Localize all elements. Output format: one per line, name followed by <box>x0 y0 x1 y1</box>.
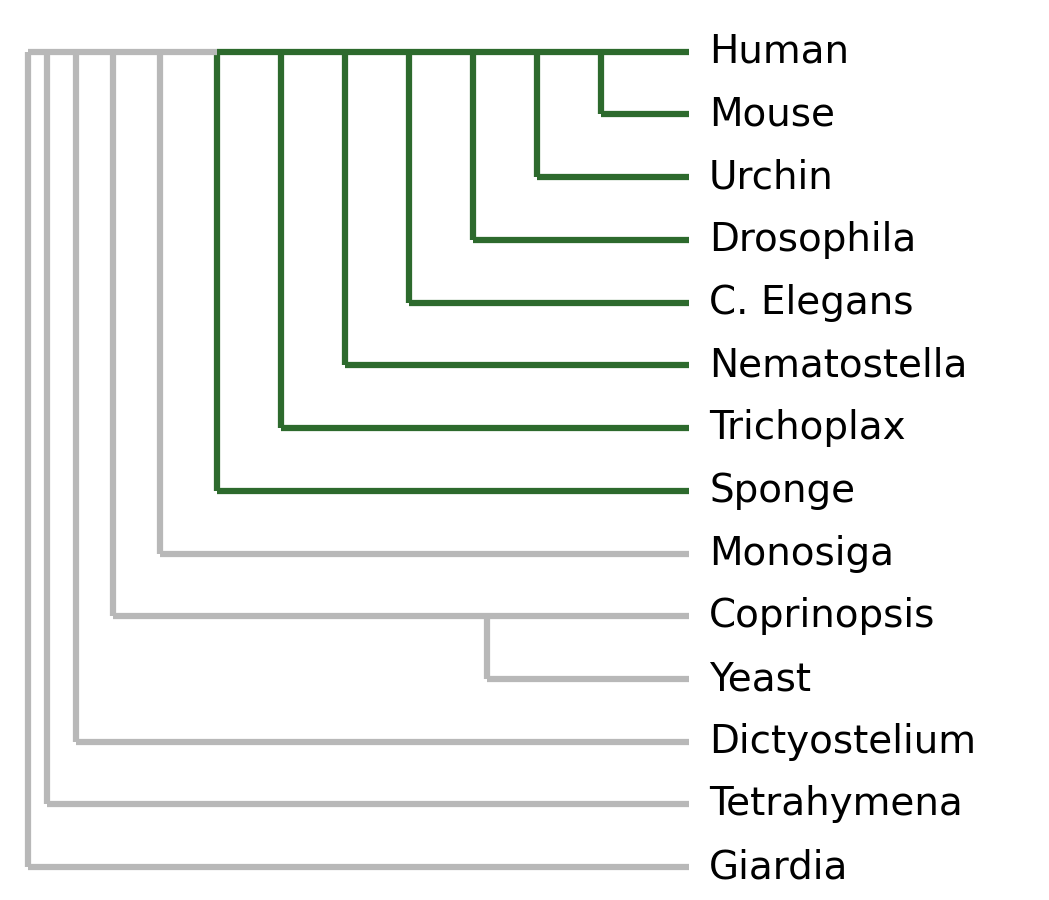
Text: Yeast: Yeast <box>709 660 811 698</box>
Text: Coprinopsis: Coprinopsis <box>709 598 936 635</box>
Text: Tetrahymena: Tetrahymena <box>709 786 963 824</box>
Text: Sponge: Sponge <box>709 472 855 509</box>
Text: Mouse: Mouse <box>709 95 835 133</box>
Text: Giardia: Giardia <box>709 848 849 886</box>
Text: Nematostella: Nematostella <box>709 346 967 384</box>
Text: Dictyostelium: Dictyostelium <box>709 723 976 760</box>
Text: Drosophila: Drosophila <box>709 220 916 259</box>
Text: Monosiga: Monosiga <box>709 535 894 572</box>
Text: Urchin: Urchin <box>709 158 834 196</box>
Text: Human: Human <box>709 32 849 70</box>
Text: Trichoplax: Trichoplax <box>709 409 905 447</box>
Text: C. Elegans: C. Elegans <box>709 284 914 321</box>
